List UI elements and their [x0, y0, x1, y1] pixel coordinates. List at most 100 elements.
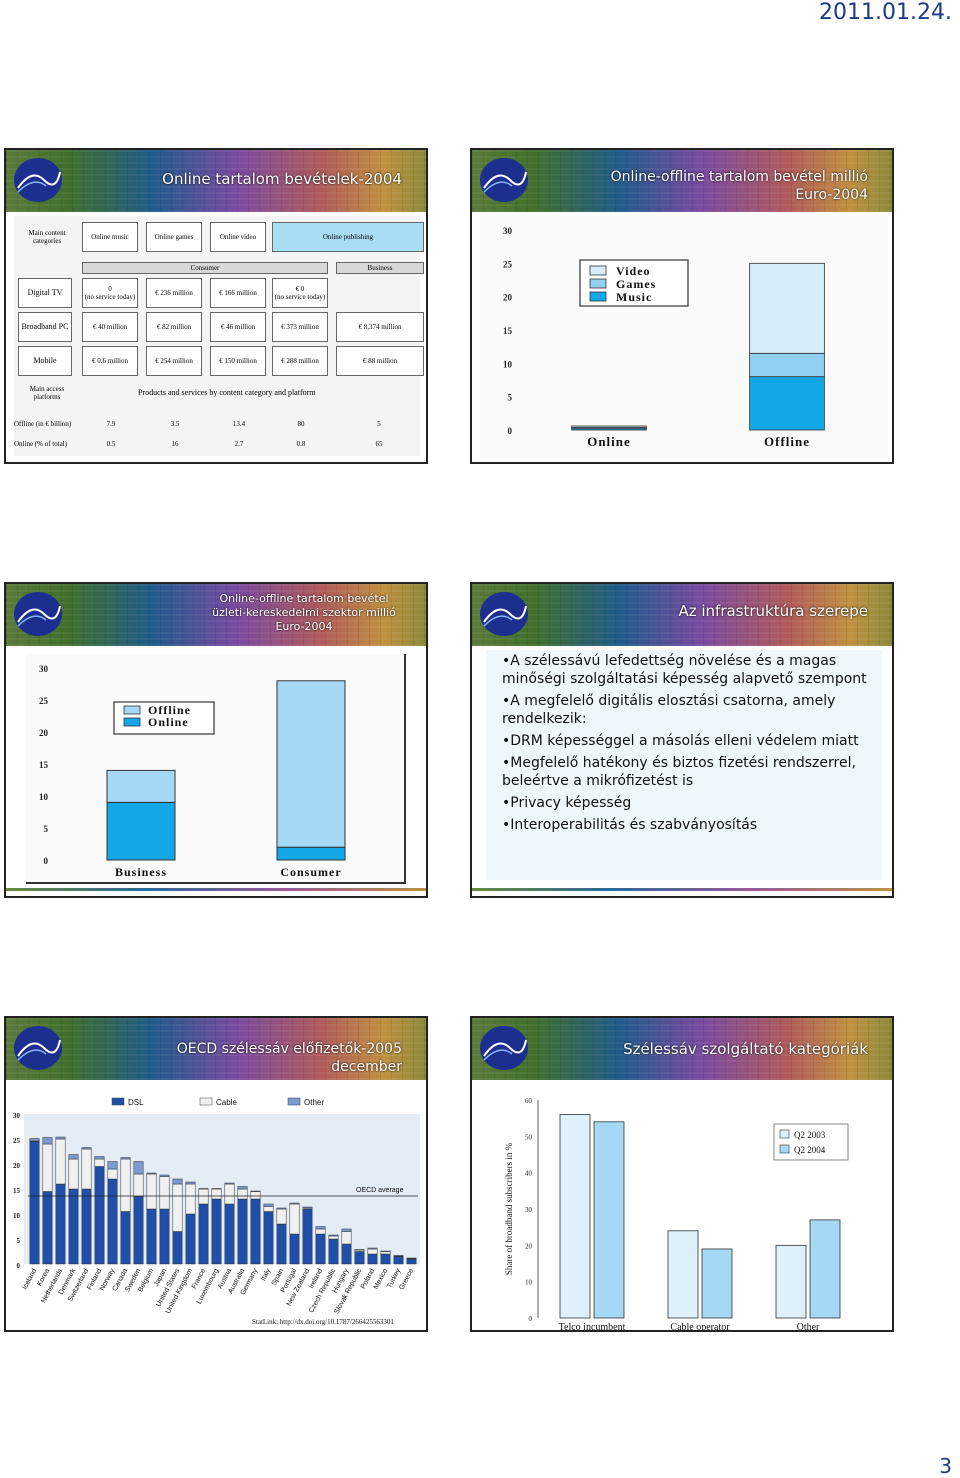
mta-sztaki-logo-icon — [480, 158, 528, 202]
y-tick-label: 25 — [39, 696, 49, 706]
bar-segment — [354, 1251, 365, 1265]
legend-swatch — [123, 717, 141, 727]
y-tick-label: 0 — [17, 1262, 21, 1270]
bar-segment — [380, 1250, 391, 1252]
bar-segment — [749, 262, 825, 354]
bar-segment — [81, 1188, 92, 1265]
y-tick-label: 15 — [503, 326, 513, 336]
bar-segment — [237, 1198, 248, 1265]
y-tick-label: 10 — [503, 359, 513, 369]
stacked-bar-chart: 051015202530IcelandKoreaNetherlandsDenma… — [13, 1097, 420, 1326]
bar-segment — [172, 1178, 183, 1185]
platform-label: Mobile — [18, 346, 72, 376]
legend-label: Cable — [216, 1098, 237, 1107]
bar-segment — [276, 1223, 287, 1265]
chart-area: 0 5 10 15 20 25 30 Online Offline Video Games Music — [480, 216, 888, 458]
bar-segment — [159, 1208, 170, 1265]
bar-segment — [133, 1196, 144, 1265]
bar-segment — [42, 1137, 53, 1145]
stacked-bar-chart: 0 5 10 15 20 25 30 Business Consumer OfflineOnlin… — [39, 664, 346, 879]
slide-online-offline-chart: Online-offline tartalom bevétel millió E… — [470, 148, 894, 464]
legend-label: Other — [304, 1098, 324, 1107]
y-tick-label: 15 — [13, 1187, 21, 1195]
bar — [809, 1219, 841, 1319]
table-cell: € 82 million — [146, 312, 202, 342]
bullet-item: •A szélessávú lefedettség növelése és a … — [502, 653, 867, 687]
bar-segment — [263, 1203, 274, 1207]
legend-swatch — [111, 1097, 125, 1106]
slide-header — [472, 1018, 892, 1080]
bar-segment — [328, 1238, 339, 1265]
y-tick-label: 15 — [39, 760, 49, 770]
bar-segment — [211, 1188, 222, 1190]
statlink-text: StatLink: http://dx.doi.org/10.1787/2664… — [252, 1318, 394, 1326]
online-value: 65 — [375, 440, 383, 448]
bar-segment — [367, 1248, 378, 1255]
slide-title: Online tartalom bevételek-2004 — [162, 170, 402, 188]
access-platforms-label: Main access platforms — [29, 385, 65, 401]
bar-segment — [198, 1203, 209, 1265]
bar-segment — [211, 1198, 222, 1265]
oecd-average-label: OECD average — [356, 1187, 404, 1194]
revenue-table: Main content categories Online music Onl… — [14, 216, 424, 456]
bar-segment — [237, 1188, 248, 1200]
offline-value: 5 — [377, 420, 381, 428]
online-label: Online (% of total) — [14, 440, 68, 448]
bar-segment — [159, 1176, 170, 1210]
x-category-label: Telco incumbent — [559, 1322, 626, 1330]
bullet-item: •Megfelelő hatékony és biztos fizetési r… — [502, 755, 856, 789]
bar-segment — [237, 1186, 248, 1190]
legend-swatch — [589, 291, 607, 302]
online-value: 16 — [171, 440, 179, 448]
y-tick-label: 25 — [503, 259, 513, 269]
slide-bottom-line — [6, 888, 426, 891]
bar — [701, 1248, 733, 1319]
legend-swatch — [779, 1144, 790, 1154]
bar-segment — [81, 1148, 92, 1190]
table-cell: € 88 million — [336, 346, 424, 376]
slide-title: Online-offline tartalom bevétel millió E… — [610, 169, 868, 203]
x-category-label: Italy — [260, 1267, 272, 1282]
bar-segment — [276, 1207, 287, 1210]
bar-segment — [68, 1188, 79, 1265]
bar-segment — [146, 1172, 157, 1175]
bar-segment — [571, 425, 647, 428]
bar-segment — [302, 1208, 313, 1265]
bar-segment — [302, 1206, 313, 1209]
y-tick-label: 5 — [44, 824, 49, 834]
offline-value: 13.4 — [232, 420, 246, 428]
bar-segment — [120, 1158, 131, 1212]
mta-sztaki-logo-icon — [480, 592, 528, 636]
bar-segment — [289, 1233, 300, 1265]
col-header: Online games — [146, 222, 202, 252]
bar-segment — [380, 1253, 391, 1265]
bar-segment — [133, 1173, 144, 1197]
chart-area: 0 10 20 30 40 50 60 Share of broadband subscrib… — [482, 1084, 872, 1330]
bar-segment — [315, 1233, 326, 1265]
bar-segment — [55, 1136, 66, 1140]
document-date: 2011.01.24. — [819, 0, 952, 25]
legend-label: Music — [616, 290, 652, 304]
bar-segment — [315, 1226, 326, 1230]
chart-area: 0 5 10 15 20 25 30 Iceland Korea Netherlands Denma… — [8, 1084, 424, 1328]
y-tick-label: 30 — [39, 664, 49, 674]
online-value: 2.7 — [234, 440, 244, 448]
bar-segment — [81, 1147, 92, 1150]
bar-segment — [94, 1166, 105, 1265]
legend-swatch — [199, 1097, 213, 1106]
offline-value: 7.9 — [106, 420, 116, 428]
y-tick-label: 25 — [13, 1137, 21, 1145]
bar-segment — [172, 1231, 183, 1265]
legend-label: Games — [616, 277, 656, 291]
bar-segment — [328, 1234, 339, 1237]
grouped-bar-chart: 0 10 20 30 40 50 60 Share of broadband subscrib… — [504, 1097, 849, 1330]
bar-segment — [211, 1188, 222, 1200]
slide-title: OECD szélessáv előfizetők-2005 december — [176, 1041, 402, 1075]
bar-segment — [406, 1257, 417, 1259]
legend-swatch — [287, 1097, 301, 1106]
slide-header — [472, 584, 892, 646]
x-category-label: Offline — [764, 434, 810, 449]
bar-segment — [315, 1228, 326, 1235]
offline-label: Offline (in € billion) — [14, 420, 72, 428]
